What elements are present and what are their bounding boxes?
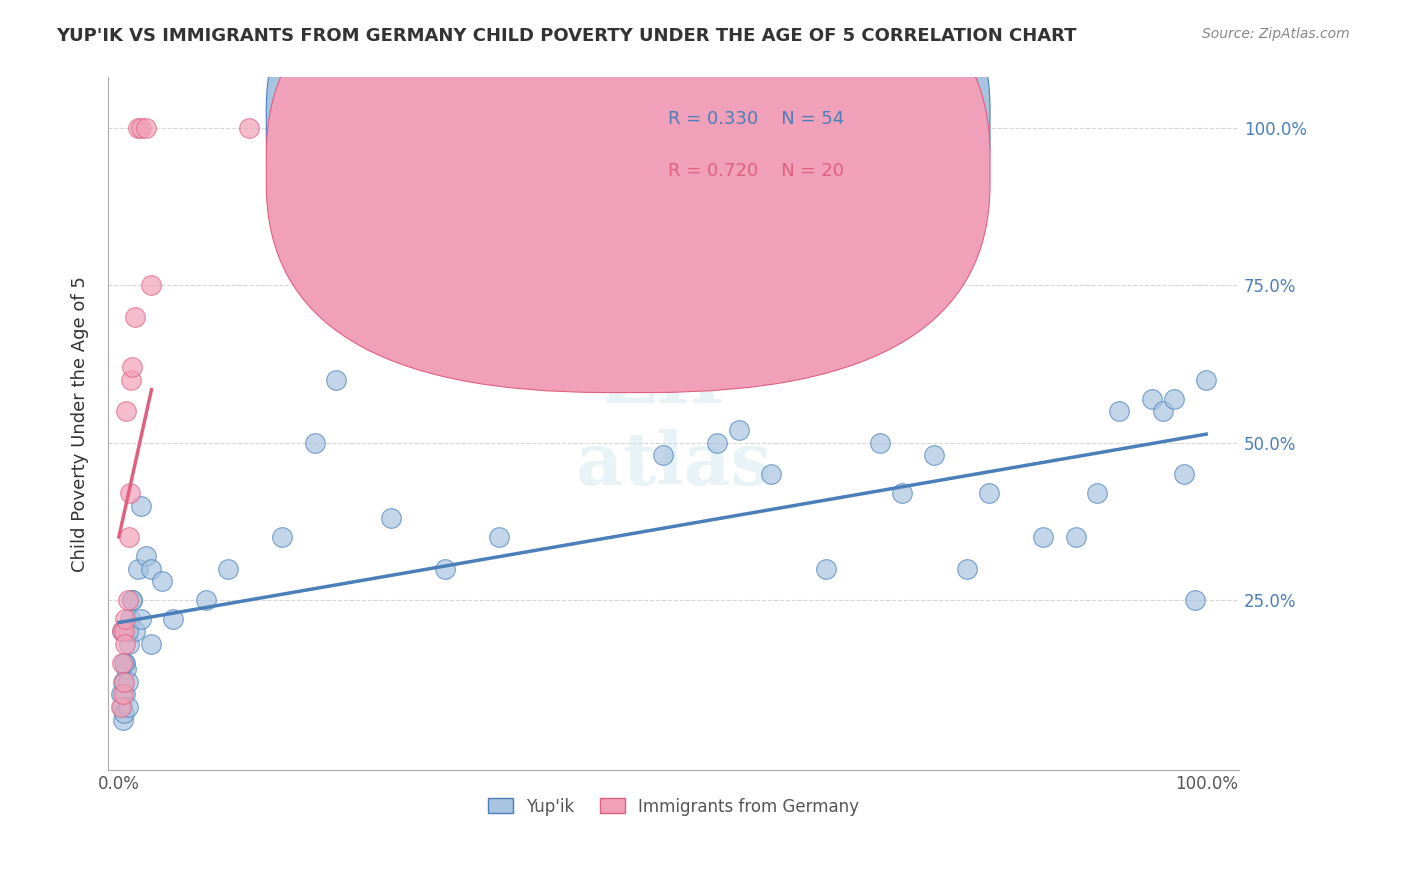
FancyBboxPatch shape — [266, 0, 990, 348]
Point — [162, 612, 184, 626]
Point — [924, 448, 946, 462]
FancyBboxPatch shape — [266, 0, 990, 392]
Text: R = 0.330    N = 54: R = 0.330 N = 54 — [668, 110, 844, 128]
Point — [1195, 373, 1218, 387]
Point — [1152, 404, 1174, 418]
Point — [380, 511, 402, 525]
Point — [814, 561, 837, 575]
Point — [651, 448, 673, 462]
Point — [141, 637, 163, 651]
Point — [114, 612, 136, 626]
Point — [121, 593, 143, 607]
Point — [117, 637, 139, 651]
Point — [129, 120, 152, 135]
Point — [1184, 593, 1206, 607]
Point — [112, 624, 135, 639]
Text: R = 0.720    N = 20: R = 0.720 N = 20 — [668, 162, 844, 180]
Point — [117, 674, 139, 689]
Point — [141, 561, 163, 575]
Point — [111, 700, 134, 714]
Point — [1108, 404, 1130, 418]
Point — [869, 435, 891, 450]
Legend: Yup'ik, Immigrants from Germany: Yup'ik, Immigrants from Germany — [479, 789, 868, 824]
Point — [956, 561, 979, 575]
Point — [127, 561, 149, 575]
Point — [1087, 486, 1109, 500]
Point — [488, 530, 510, 544]
Point — [121, 593, 143, 607]
Point — [1173, 467, 1195, 481]
Point — [112, 674, 135, 689]
Point — [117, 624, 139, 639]
Point — [117, 530, 139, 544]
Point — [129, 612, 152, 626]
Text: Source: ZipAtlas.com: Source: ZipAtlas.com — [1202, 27, 1350, 41]
Point — [1032, 530, 1054, 544]
Point — [141, 278, 163, 293]
Point — [124, 624, 146, 639]
Point — [129, 499, 152, 513]
Point — [434, 561, 457, 575]
Point — [135, 549, 157, 563]
Point — [124, 310, 146, 324]
Point — [1064, 530, 1087, 544]
Point — [117, 593, 139, 607]
Point — [761, 467, 783, 481]
Point — [111, 624, 134, 639]
Point — [325, 373, 347, 387]
Point — [706, 435, 728, 450]
Point — [120, 373, 142, 387]
Point — [117, 700, 139, 714]
Point — [304, 435, 326, 450]
Point — [118, 612, 141, 626]
Point — [112, 656, 135, 670]
Y-axis label: Child Poverty Under the Age of 5: Child Poverty Under the Age of 5 — [72, 276, 89, 572]
FancyBboxPatch shape — [583, 105, 967, 202]
Point — [271, 530, 294, 544]
Point — [114, 656, 136, 670]
Point — [115, 404, 138, 418]
Point — [150, 574, 173, 588]
Text: YUP'IK VS IMMIGRANTS FROM GERMANY CHILD POVERTY UNDER THE AGE OF 5 CORRELATION C: YUP'IK VS IMMIGRANTS FROM GERMANY CHILD … — [56, 27, 1077, 45]
Point — [890, 486, 912, 500]
Point — [217, 561, 239, 575]
Point — [112, 674, 135, 689]
Point — [121, 359, 143, 374]
Point — [135, 120, 157, 135]
Point — [238, 120, 260, 135]
Point — [118, 486, 141, 500]
Point — [194, 593, 217, 607]
Point — [111, 624, 134, 639]
Text: ZIP
atlas: ZIP atlas — [576, 347, 770, 500]
Point — [1163, 392, 1185, 406]
Point — [112, 688, 135, 702]
Point — [1140, 392, 1163, 406]
Point — [112, 713, 135, 727]
Point — [111, 656, 134, 670]
Point — [115, 662, 138, 676]
Point — [110, 688, 132, 702]
Point — [127, 120, 149, 135]
Point — [114, 688, 136, 702]
Point — [110, 700, 132, 714]
Point — [114, 637, 136, 651]
Point — [727, 423, 749, 437]
Point — [977, 486, 1000, 500]
Point — [112, 706, 135, 721]
